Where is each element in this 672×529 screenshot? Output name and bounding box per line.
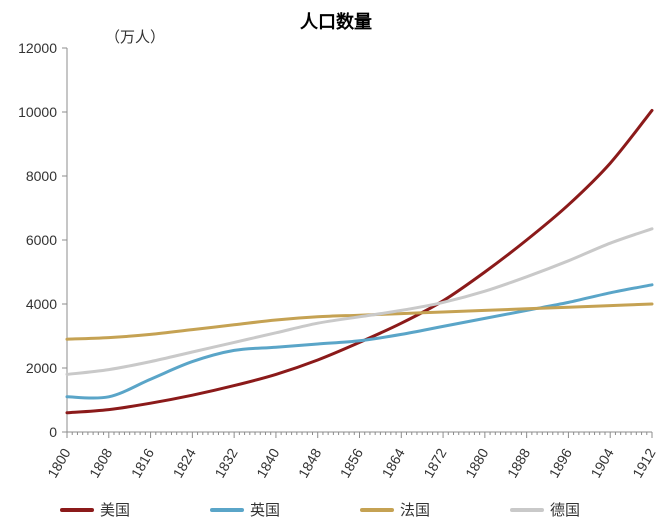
y-tick-label: 6000 — [26, 232, 57, 248]
y-tick-label: 2000 — [26, 360, 57, 376]
y-unit-label: （万人） — [105, 29, 165, 46]
legend-label-3: 德国 — [550, 501, 580, 519]
y-tick-label: 4000 — [26, 296, 57, 312]
chart-title: 人口数量 — [300, 11, 372, 32]
legend-label-2: 法国 — [400, 502, 430, 519]
y-tick-label: 12000 — [18, 40, 57, 56]
y-tick-label: 8000 — [26, 168, 57, 184]
y-tick-label: 10000 — [18, 104, 57, 120]
legend-label-0: 美国 — [100, 502, 130, 519]
population-chart: 0200040006000800010000120001800180818161… — [0, 0, 672, 529]
y-tick-label: 0 — [49, 424, 57, 440]
legend-label-1: 英国 — [250, 501, 280, 519]
chart-svg: 0200040006000800010000120001800180818161… — [0, 0, 672, 529]
